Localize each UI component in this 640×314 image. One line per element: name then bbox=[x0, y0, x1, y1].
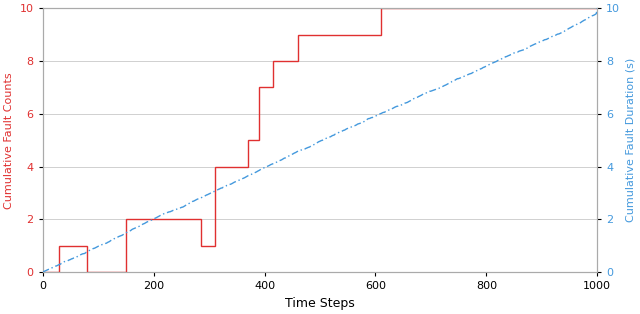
Y-axis label: Cumulative Fault Counts: Cumulative Fault Counts bbox=[4, 72, 14, 208]
Y-axis label: Cumulative Fault Duration (s): Cumulative Fault Duration (s) bbox=[626, 58, 636, 222]
X-axis label: Time Steps: Time Steps bbox=[285, 297, 355, 310]
